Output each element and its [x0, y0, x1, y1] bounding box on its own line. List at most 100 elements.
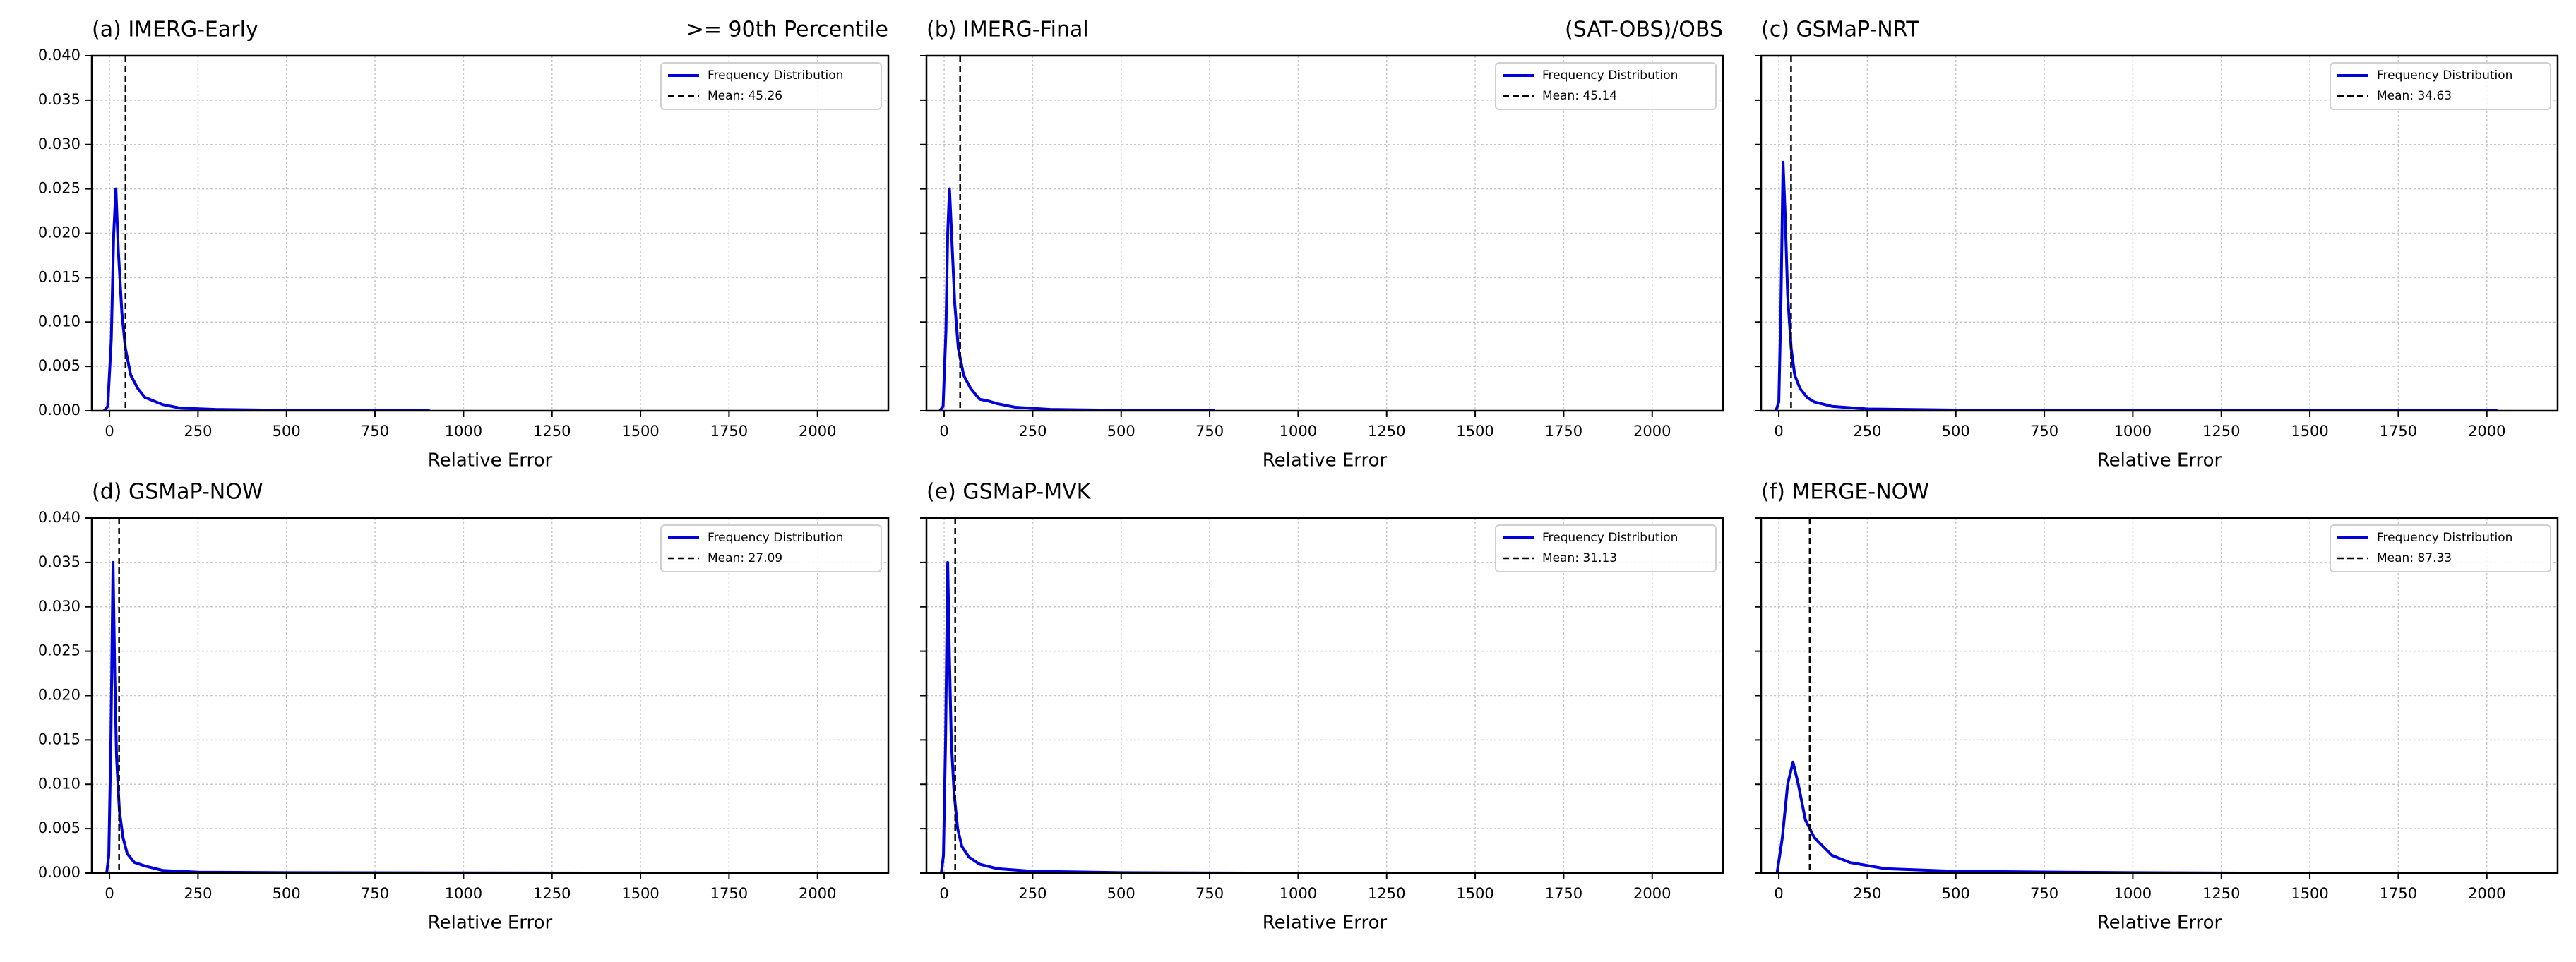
legend-label: Mean: 45.26 [708, 89, 782, 103]
legend-box [2330, 62, 2551, 110]
y-tick-label: 0.005 [38, 357, 80, 374]
x-tick-label: 1000 [2114, 423, 2152, 440]
kde-line [940, 560, 1249, 873]
legend-label: Mean: 45.14 [1542, 89, 1617, 103]
x-tick-label: 1500 [621, 423, 659, 440]
y-tick-label: 0.005 [38, 819, 80, 836]
x-tick-label: 750 [361, 423, 389, 440]
x-axis-label: Relative Error [428, 450, 553, 471]
legend-label: Frequency Distribution [1542, 68, 1678, 83]
x-tick-label: 500 [1942, 885, 1970, 902]
y-tick-label: 0.000 [38, 864, 80, 881]
legend-label: Frequency Distribution [1542, 531, 1678, 545]
kde-line [102, 187, 430, 411]
axes-frame [925, 54, 1724, 412]
x-tick-label: 2000 [1633, 423, 1671, 440]
y-tick-label: 0.000 [38, 402, 80, 419]
x-tick-label: 250 [184, 885, 212, 902]
x-tick-label: 1750 [1545, 423, 1582, 440]
panel-title: (f) MERGE-NOW [1761, 480, 1929, 505]
plot-area [1775, 518, 2243, 873]
x-tick-label: 750 [361, 885, 389, 902]
x-tick-label: 250 [1018, 885, 1046, 902]
y-tick-label: 0.025 [38, 642, 80, 659]
x-axis-label: Relative Error [1263, 913, 1388, 934]
x-tick-label: 1500 [1456, 423, 1493, 440]
y-tick-label: 0.025 [38, 180, 80, 197]
panel-subtitle: (SAT-OBS)/OBS [1565, 18, 1723, 42]
x-tick-label: 500 [273, 423, 301, 440]
x-tick-label: 0 [1774, 423, 1783, 440]
x-tick-label: 1000 [445, 423, 482, 440]
y-tick-label: 0.020 [38, 687, 80, 704]
x-tick-label: 1000 [2114, 885, 2152, 902]
panel: 0 250 500 750 1000 1250 1500 1750 2000 (e) GSMaP-… [920, 480, 1724, 934]
y-tick-label: 0.040 [38, 47, 80, 64]
axes-frame [1760, 54, 2559, 412]
x-tick-label: 2000 [2468, 423, 2505, 440]
x-tick-label: 2000 [2468, 885, 2505, 902]
x-tick-label: 250 [1018, 423, 1046, 440]
legend-label: Mean: 87.33 [2377, 551, 2452, 565]
x-tick-label: 1250 [1368, 885, 1405, 902]
x-axis-label: Relative Error [2097, 450, 2222, 471]
y-tick-label: 0.030 [38, 598, 80, 615]
plot-area [102, 56, 430, 411]
y-tick-label: 0.030 [38, 136, 80, 152]
x-tick-label: 1000 [1280, 423, 1317, 440]
x-tick-label: 1250 [533, 423, 571, 440]
kde-line [1775, 160, 2498, 411]
legend-label: Frequency Distribution [2377, 531, 2512, 545]
axes-frame [90, 54, 890, 412]
legend-box [660, 524, 882, 572]
x-tick-label: 1750 [2380, 885, 2417, 902]
panel: 0 250 500 750 1000 1250 1500 1750 2000 0.000 0.005… [38, 480, 890, 934]
x-tick-label: 750 [1195, 885, 1224, 902]
kde-line [938, 187, 1215, 411]
x-tick-label: 500 [1107, 423, 1135, 440]
legend-label: Mean: 27.09 [708, 551, 782, 565]
x-tick-label: 1500 [621, 885, 659, 902]
x-tick-label: 2000 [799, 423, 836, 440]
axes-frame [90, 517, 890, 874]
x-tick-label: 0 [105, 885, 114, 902]
x-tick-label: 500 [273, 885, 301, 902]
legend-label: Frequency Distribution [2377, 68, 2512, 83]
y-tick-label: 0.015 [38, 730, 80, 747]
y-tick-label: 0.035 [38, 553, 80, 570]
y-tick-label: 0.015 [38, 268, 80, 285]
panel-title: (e) GSMaP-MVK [926, 480, 1092, 505]
legend-box [1495, 524, 1717, 572]
x-tick-label: 2000 [799, 885, 836, 902]
axes-frame [925, 517, 1724, 874]
panel-title: (b) IMERG-Final [926, 18, 1089, 42]
x-axis-label: Relative Error [428, 913, 553, 934]
panel: 0 250 500 750 1000 1250 1500 1750 2000 (c) GSMaP-… [1755, 18, 2559, 471]
panel: 0 250 500 750 1000 1250 1500 1750 2000 0.000 0.005… [38, 18, 890, 471]
kde-line [105, 560, 588, 873]
x-tick-label: 1750 [2380, 423, 2417, 440]
x-tick-label: 1250 [533, 885, 571, 902]
x-tick-label: 1750 [710, 423, 748, 440]
x-tick-label: 1000 [445, 885, 482, 902]
x-tick-label: 1000 [1280, 885, 1317, 902]
panel: 0 250 500 750 1000 1250 1500 1750 2000 (b) IMERG-… [920, 18, 1724, 471]
x-tick-label: 750 [2030, 423, 2058, 440]
plot-area [940, 518, 1249, 873]
x-tick-label: 2000 [1633, 885, 1671, 902]
x-tick-label: 1250 [1368, 423, 1405, 440]
legend-label: Mean: 31.13 [1542, 551, 1617, 565]
panel-title: (c) GSMaP-NRT [1761, 18, 1919, 42]
x-tick-label: 1500 [2291, 885, 2328, 902]
legend-label: Mean: 34.63 [2377, 89, 2452, 103]
x-axis-label: Relative Error [1263, 450, 1388, 471]
x-tick-label: 1500 [2291, 423, 2328, 440]
x-tick-label: 250 [1853, 423, 1881, 440]
legend-label: Frequency Distribution [708, 68, 843, 83]
plot-area [938, 56, 1215, 411]
panel-subtitle: >= 90th Percentile [686, 18, 888, 42]
x-axis-label: Relative Error [2097, 913, 2222, 934]
x-tick-label: 1500 [1456, 885, 1493, 902]
